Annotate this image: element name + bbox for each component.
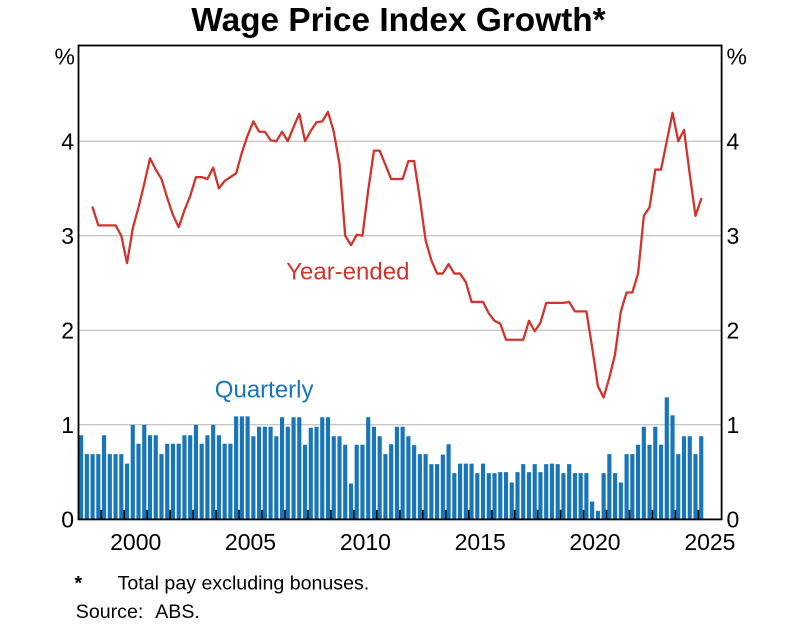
svg-text:4: 4 [61, 128, 74, 154]
svg-text:2005: 2005 [225, 529, 276, 555]
svg-text:3: 3 [727, 223, 740, 249]
svg-text:Year-ended: Year-ended [286, 259, 409, 286]
svg-text:2: 2 [61, 318, 74, 344]
svg-text:2: 2 [727, 318, 740, 344]
svg-text:Total pay excluding bonuses.: Total pay excluding bonuses. [118, 573, 370, 595]
svg-text:2020: 2020 [569, 529, 620, 555]
svg-text:Wage Price Index Growth*: Wage Price Index Growth* [191, 2, 605, 39]
svg-text:%: % [727, 44, 747, 70]
svg-text:0: 0 [61, 507, 74, 533]
svg-text:2015: 2015 [455, 529, 506, 555]
svg-text:2000: 2000 [110, 529, 161, 555]
svg-text:2025: 2025 [684, 529, 735, 555]
svg-text:0: 0 [727, 507, 740, 533]
svg-text:Source:: Source: [76, 601, 144, 623]
svg-text:1: 1 [61, 412, 74, 438]
svg-text:*: * [75, 573, 83, 595]
svg-text:1: 1 [727, 412, 740, 438]
svg-text:%: % [55, 44, 75, 70]
svg-text:3: 3 [61, 223, 74, 249]
svg-text:4: 4 [727, 128, 740, 154]
svg-text:2010: 2010 [340, 529, 391, 555]
svg-text:Quarterly: Quarterly [215, 376, 314, 403]
svg-text:ABS.: ABS. [155, 601, 200, 623]
